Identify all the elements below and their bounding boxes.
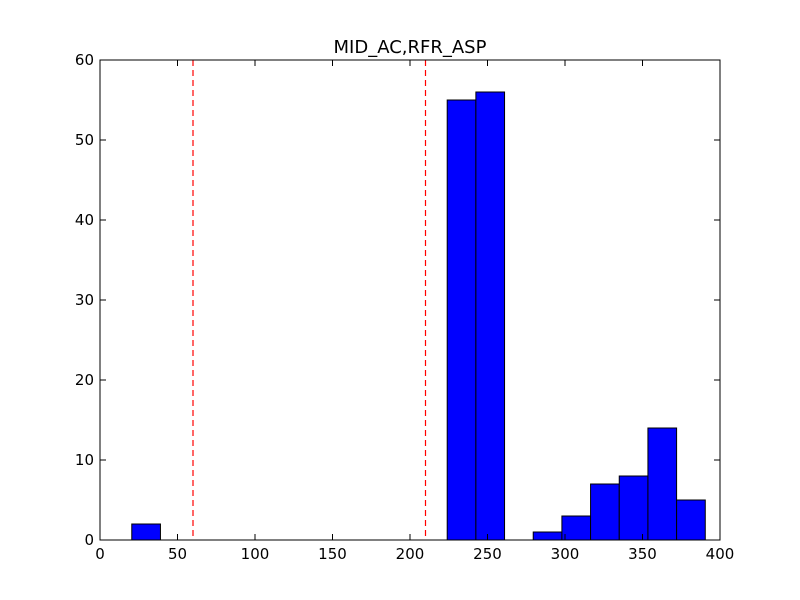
y-tick-label: 50 — [75, 131, 94, 149]
x-tick-label: 50 — [168, 545, 187, 563]
histogram-bar — [532, 531, 563, 541]
x-tick-label: 150 — [318, 545, 347, 563]
x-tick-label: 350 — [628, 545, 657, 563]
histogram-bar — [676, 499, 706, 541]
x-tick-label: 250 — [473, 545, 502, 563]
y-tick-label: 0 — [84, 531, 94, 549]
ticks-group: 0 50 100 150 200 250 300 350 400 0 10 20 30 40 50 60 — [75, 51, 734, 563]
y-tick-label: 40 — [75, 211, 94, 229]
histogram-bar — [131, 523, 161, 541]
x-tick-label: 200 — [396, 545, 425, 563]
x-tick-label: 400 — [706, 545, 735, 563]
histogram-bar — [590, 483, 620, 541]
histogram-bar — [446, 99, 477, 541]
y-tick-label: 30 — [75, 291, 94, 309]
y-tick-label: 60 — [75, 51, 94, 69]
chart-title: MID_AC,RFR_ASP — [334, 37, 487, 58]
histogram-bar — [618, 475, 649, 541]
histogram-bar — [647, 427, 678, 541]
x-tick-label: 100 — [241, 545, 270, 563]
reference-lines-group — [192, 60, 427, 540]
histogram-bar — [561, 515, 592, 541]
x-tick-label: 300 — [551, 545, 580, 563]
y-tick-label: 10 — [75, 451, 94, 469]
histogram-bar — [475, 91, 506, 541]
y-tick-label: 20 — [75, 371, 94, 389]
x-tick-label: 0 — [95, 545, 105, 563]
bars-group — [131, 91, 706, 541]
